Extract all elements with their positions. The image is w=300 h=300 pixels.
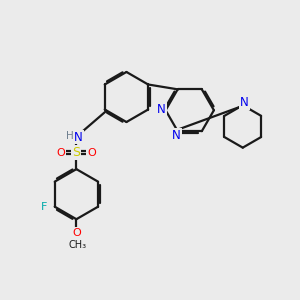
Text: N: N	[240, 96, 249, 110]
Text: N: N	[74, 130, 83, 143]
Text: O: O	[57, 148, 65, 158]
Text: O: O	[87, 148, 96, 158]
Text: O: O	[72, 228, 81, 238]
Text: CH₃: CH₃	[69, 239, 87, 250]
Text: H: H	[66, 131, 74, 141]
Text: S: S	[72, 146, 80, 159]
Text: N: N	[157, 103, 166, 116]
Text: F: F	[41, 202, 48, 212]
Text: N: N	[172, 129, 181, 142]
